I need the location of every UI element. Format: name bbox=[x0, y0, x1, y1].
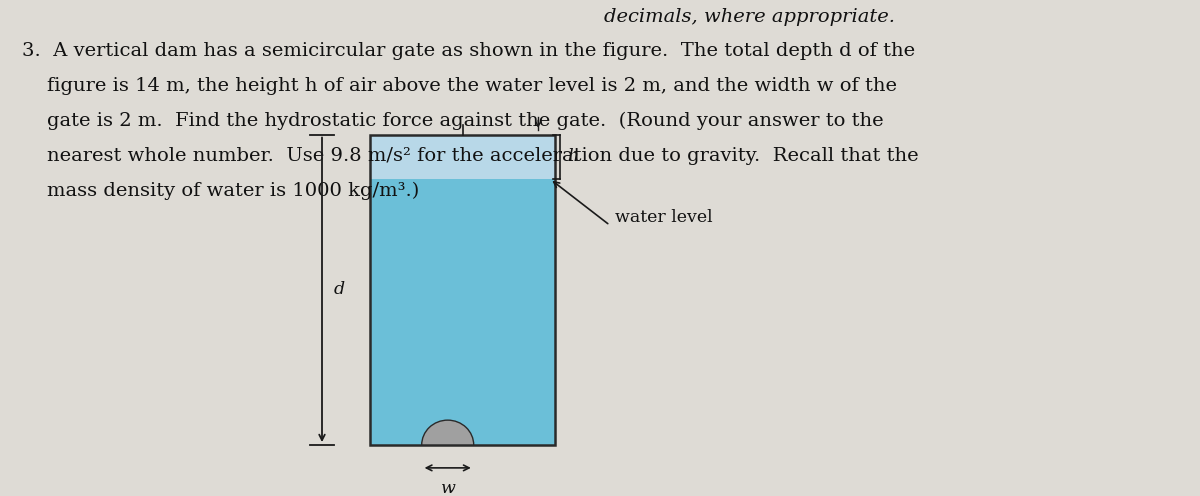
Bar bbox=[370, 134, 554, 179]
Text: 3.  A vertical dam has a semicircular gate as shown in the figure.  The total de: 3. A vertical dam has a semicircular gat… bbox=[22, 42, 916, 60]
Text: figure is 14 m, the height h of air above the water level is 2 m, and the width : figure is 14 m, the height h of air abov… bbox=[22, 77, 898, 95]
Text: gate is 2 m.  Find the hydrostatic force against the gate.  (Round your answer t: gate is 2 m. Find the hydrostatic force … bbox=[22, 112, 883, 130]
Wedge shape bbox=[421, 420, 474, 445]
Text: d: d bbox=[334, 281, 346, 298]
Text: w: w bbox=[440, 480, 455, 496]
Text: nearest whole number.  Use 9.8 m/s² for the acceleration due to gravity.  Recall: nearest whole number. Use 9.8 m/s² for t… bbox=[22, 147, 919, 165]
Text: h: h bbox=[568, 148, 578, 165]
Bar bbox=[370, 179, 554, 445]
Text: decimals, where appropriate.: decimals, where appropriate. bbox=[605, 7, 895, 26]
Text: water level: water level bbox=[616, 209, 713, 226]
Text: mass density of water is 1000 kg/m³.): mass density of water is 1000 kg/m³.) bbox=[22, 182, 419, 200]
Bar bbox=[370, 134, 554, 445]
